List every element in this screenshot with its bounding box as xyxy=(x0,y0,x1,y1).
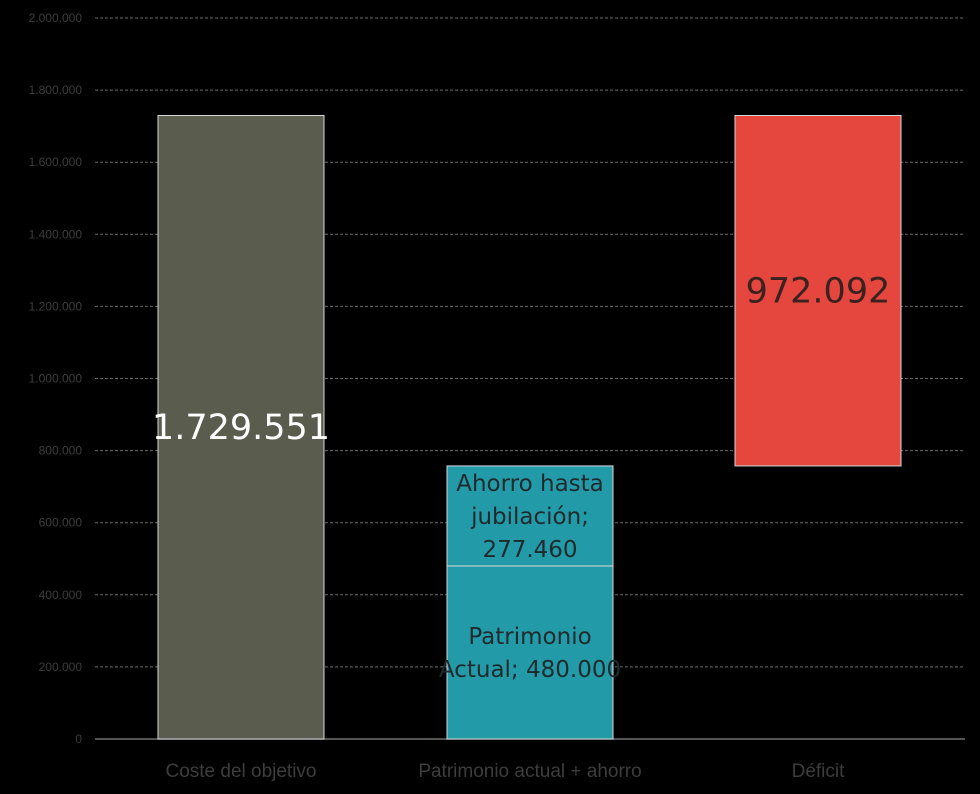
y-tick-label: 0 xyxy=(75,732,82,746)
y-tick-label: 1.400.000 xyxy=(29,227,83,241)
x-category-label: Déficit xyxy=(792,761,846,782)
y-tick-label: 1.000.000 xyxy=(29,372,83,386)
bar-segment xyxy=(446,565,614,740)
bar-segment xyxy=(157,114,325,740)
bar-value-label: Patrimonio Actual; 480.000 xyxy=(439,624,621,683)
x-category-label: Coste del objetivo xyxy=(165,761,316,782)
y-tick-label: 800.000 xyxy=(39,444,83,458)
y-tick-label: 400.000 xyxy=(39,588,83,602)
y-tick-label: 1.600.000 xyxy=(29,155,83,169)
x-axis-categories: Coste del objetivo Patrimonio actual + ah… xyxy=(165,761,845,782)
y-tick-label: 1.800.000 xyxy=(29,83,83,97)
y-tick-label: 2.000.000 xyxy=(29,11,83,25)
bar-segment xyxy=(734,114,902,467)
y-tick-label: 1.200.000 xyxy=(29,299,83,313)
bar-segment xyxy=(446,465,614,567)
y-tick-label: 600.000 xyxy=(39,516,83,530)
y-axis-ticks: 0 200.000 400.000 600.000 800.000 1.000.000 1.… xyxy=(29,11,83,746)
bars xyxy=(157,114,902,740)
bar-value-label: 972.092 xyxy=(746,272,891,312)
bar-value-label: 1.729.551 xyxy=(152,408,330,448)
y-tick-label: 200.000 xyxy=(39,660,83,674)
bar-value-label: Ahorro hasta jubilación; 277.460 xyxy=(456,471,604,563)
bar-labels: 1.729.551 Patrimonio Actual; 480.000 Ahorro… xyxy=(152,272,890,683)
x-category-label: Patrimonio actual + ahorro xyxy=(418,761,641,782)
